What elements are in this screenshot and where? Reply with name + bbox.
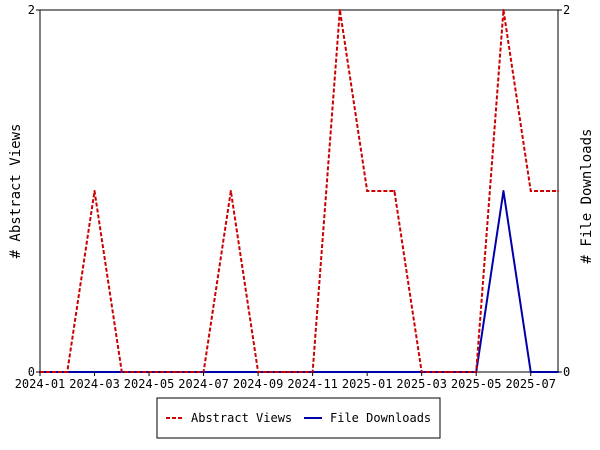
series-line-abstract-views (40, 9, 558, 373)
x-tick-label: 2024-09 (233, 377, 284, 391)
y-tick-label-left: 0 (28, 365, 35, 379)
data-point-file-downloads (393, 371, 396, 373)
data-point-abstract-views (447, 371, 450, 373)
data-point-file-downloads (229, 371, 232, 373)
data-point-abstract-views (502, 9, 505, 11)
data-point-abstract-views (120, 371, 123, 373)
legend-label-file-downloads: File Downloads (330, 411, 431, 425)
x-tick-label: 2024-07 (178, 377, 229, 391)
y-tick-label-right: 2 (563, 3, 570, 17)
data-point-abstract-views (284, 371, 287, 373)
x-tick-label: 2024-05 (124, 377, 175, 391)
legend-box (156, 397, 441, 439)
data-point-abstract-views (338, 9, 341, 11)
ticks-layer: 2024-01 2024-03 2024-05 2024-07 2024-09 2024-… (15, 3, 571, 391)
x-tick-label: 2025-05 (451, 377, 502, 391)
data-point-abstract-views (557, 190, 559, 192)
y-tick-label-right: 0 (563, 365, 570, 379)
x-tick-label: 2024-11 (287, 377, 338, 391)
data-point-file-downloads (502, 190, 505, 192)
x-tick-label: 2024-01 (15, 377, 66, 391)
y-axis-left-label: # Abstract Views (8, 124, 24, 259)
data-point-abstract-views (229, 190, 232, 192)
data-point-abstract-views (175, 371, 178, 373)
legend-label-abstract-views: Abstract Views (191, 411, 292, 425)
legend: Abstract Views File Downloads (156, 397, 441, 439)
x-tick-label: 2024-03 (69, 377, 120, 391)
plot-area (39, 9, 559, 373)
data-point-abstract-views (529, 190, 532, 192)
data-point-file-downloads (338, 371, 341, 373)
x-tick-label: 2025-07 (505, 377, 556, 391)
x-tick-label: 2025-01 (342, 377, 393, 391)
data-point-abstract-views (93, 190, 96, 192)
data-point-abstract-views (393, 190, 396, 192)
data-point-abstract-views (66, 371, 69, 373)
data-point-abstract-views (366, 190, 369, 192)
series-layer (39, 9, 559, 373)
y-tick-label-left: 2 (28, 3, 35, 17)
y-axis-right-label: # File Downloads (579, 129, 595, 264)
x-tick-label: 2025-03 (396, 377, 447, 391)
